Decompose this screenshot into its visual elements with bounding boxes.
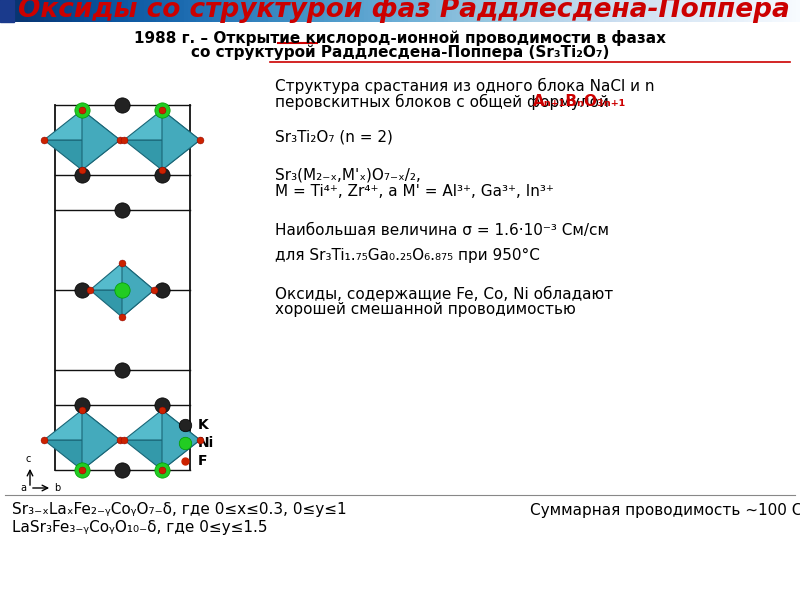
Text: Sr₃Ti₂O₇ (n = 2): Sr₃Ti₂O₇ (n = 2): [275, 130, 393, 145]
Polygon shape: [122, 263, 154, 317]
Bar: [0, 0, 14, 22]
Text: Sr₃(M₂₋ₓ,M'ₓ)O₇₋ₓ/₂,: Sr₃(M₂₋ₓ,M'ₓ)O₇₋ₓ/₂,: [275, 168, 421, 183]
Polygon shape: [162, 410, 200, 470]
Text: a: a: [20, 483, 26, 493]
Polygon shape: [124, 110, 200, 140]
Text: Sr₃₋ₓLaₓFe₂₋ᵧCoᵧO₇₋δ, где 0≤x≤0.3, 0≤y≤1: Sr₃₋ₓLaₓFe₂₋ᵧCoᵧO₇₋δ, где 0≤x≤0.3, 0≤y≤1: [12, 502, 346, 517]
Text: Оксиды со структурой фаз Раддлесдена-Поппера: Оксиды со структурой фаз Раддлесдена-Поп…: [18, 0, 790, 23]
Text: LaSr₃Fe₃₋ᵧCoᵧO₁₀₋δ, где 0≤y≤1.5: LaSr₃Fe₃₋ᵧCoᵧO₁₀₋δ, где 0≤y≤1.5: [12, 520, 267, 535]
Text: M = Ti⁴⁺, Zr⁴⁺, а M' = Al³⁺, Ga³⁺, In³⁺: M = Ti⁴⁺, Zr⁴⁺, а M' = Al³⁺, Ga³⁺, In³⁺: [275, 184, 554, 199]
Text: 1988 г. – Открытие кислород-ионной проводимости в фазах: 1988 г. – Открытие кислород-ионной прово…: [134, 30, 666, 46]
Polygon shape: [90, 290, 154, 317]
Polygon shape: [44, 110, 120, 140]
Polygon shape: [44, 440, 120, 470]
Polygon shape: [124, 410, 200, 440]
Text: Aₙ₊₁BₙO₃ₙ₊₁: Aₙ₊₁BₙO₃ₙ₊₁: [533, 94, 626, 109]
Polygon shape: [44, 410, 120, 440]
Text: Ni: Ni: [198, 436, 214, 450]
Text: c: c: [26, 454, 30, 464]
Polygon shape: [82, 110, 120, 170]
Polygon shape: [44, 140, 120, 170]
Polygon shape: [124, 440, 200, 470]
Text: хорошей смешанной проводимостью: хорошей смешанной проводимостью: [275, 302, 576, 317]
Polygon shape: [162, 110, 200, 170]
Text: Наибольшая величина σ = 1.6·10⁻³ См/см: Наибольшая величина σ = 1.6·10⁻³ См/см: [275, 223, 609, 238]
Text: со структурой Раддлесдена-Поппера (Sr₃Ti₂O₇): со структурой Раддлесдена-Поппера (Sr₃Ti…: [191, 44, 609, 60]
Text: Оксиды, содержащие Fe, Co, Ni обладают: Оксиды, содержащие Fe, Co, Ni обладают: [275, 286, 614, 302]
Polygon shape: [82, 410, 120, 470]
Text: b: b: [54, 483, 60, 493]
Text: Суммарная проводимость ~100 См/см: Суммарная проводимость ~100 См/см: [530, 503, 800, 518]
Polygon shape: [124, 140, 200, 170]
Text: F: F: [198, 454, 207, 468]
Text: для Sr₃Ti₁.₇₅Ga₀.₂₅O₆.₈₇₅ при 950°С: для Sr₃Ti₁.₇₅Ga₀.₂₅O₆.₈₇₅ при 950°С: [275, 248, 540, 263]
Text: K: K: [198, 418, 209, 432]
Text: перовскитных блоков с общей формулой: перовскитных блоков с общей формулой: [275, 94, 614, 110]
Text: Структура срастания из одного блока NaCl и n: Структура срастания из одного блока NaCl…: [275, 78, 654, 94]
Polygon shape: [90, 263, 154, 290]
